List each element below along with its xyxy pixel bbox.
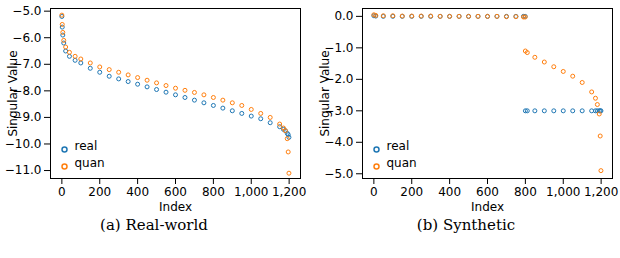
svg-text:Singular Value: Singular Value: [6, 50, 20, 136]
svg-text:quan: quan: [75, 156, 105, 170]
svg-text:−4.0: −4.0: [324, 135, 354, 150]
svg-text:1,000: 1,000: [234, 185, 268, 199]
svg-text:quan: quan: [387, 156, 417, 170]
svg-text:200: 200: [88, 185, 111, 199]
svg-text:800: 800: [514, 185, 537, 199]
svg-text:0: 0: [370, 185, 378, 199]
svg-text:−7.0: −7.0: [12, 57, 42, 72]
svg-text:1,000: 1,000: [546, 185, 580, 199]
svg-text:−2.0: −2.0: [324, 72, 354, 87]
svg-text:real: real: [387, 139, 410, 153]
svg-text:−1.0: −1.0: [324, 40, 354, 55]
svg-text:real: real: [75, 139, 98, 153]
svg-text:0: 0: [58, 185, 66, 199]
svg-text:800: 800: [202, 185, 225, 199]
svg-text:−8.0: −8.0: [12, 83, 42, 98]
html-text:(b) Synthetic: (b) Synthetic: [416, 216, 516, 234]
svg-text:−3.0: −3.0: [324, 103, 354, 118]
svg-text:−6.0: −6.0: [12, 31, 41, 45]
svg-text:−9.0: −9.0: [12, 110, 42, 125]
svg-text:400: 400: [438, 185, 461, 199]
svg-text:400: 400: [126, 185, 149, 199]
svg-text:200: 200: [400, 185, 423, 199]
svg-text:−11.0: −11.0: [5, 163, 42, 177]
svg-text:Index: Index: [471, 200, 504, 214]
svg-text:−5.0: −5.0: [324, 167, 353, 181]
svg-text:1,200: 1,200: [272, 185, 306, 199]
svg-text:Index: Index: [159, 200, 192, 214]
svg-text:1,200: 1,200: [584, 185, 618, 199]
svg-text:−10.0: −10.0: [5, 137, 42, 151]
svg-text:−5.0: −5.0: [12, 4, 41, 18]
svg-text:600: 600: [476, 185, 499, 199]
svg-text:600: 600: [164, 185, 187, 199]
html-text:(a) Real-world: (a) Real-world: [100, 216, 208, 234]
svg-text:Singular Value: Singular Value: [318, 50, 332, 136]
svg-text:0.0: 0.0: [334, 9, 353, 23]
